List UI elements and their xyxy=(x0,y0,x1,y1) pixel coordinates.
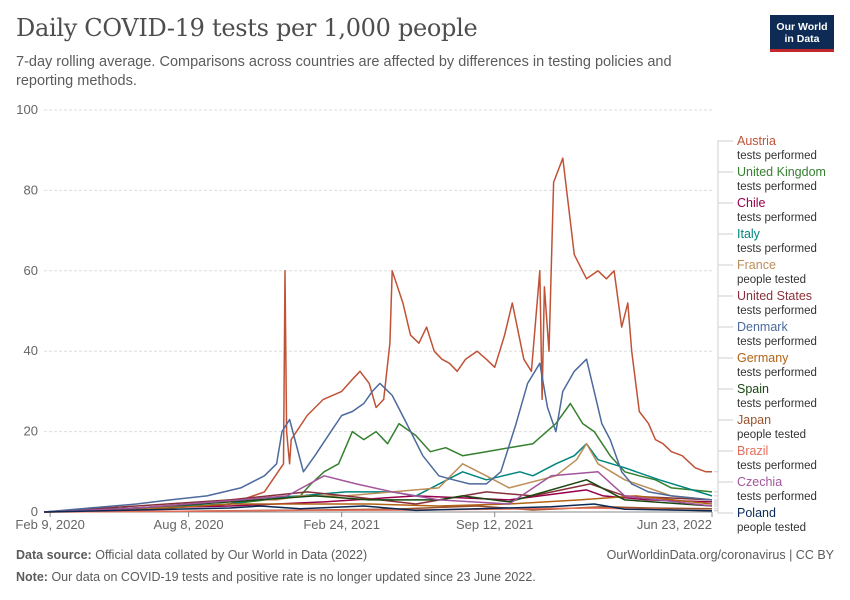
legend-label[interactable]: Germany xyxy=(737,351,789,365)
x-tick-label: Feb 24, 2021 xyxy=(303,517,380,532)
legend-metric: tests performed xyxy=(737,336,817,348)
series-line-brazil[interactable] xyxy=(43,507,713,513)
note: Note: Our data on COVID-19 tests and pos… xyxy=(16,570,536,584)
source-link[interactable]: OurWorldinData.org/coronavirus | CC BY xyxy=(606,548,834,562)
x-tick-label: Sep 12, 2021 xyxy=(456,517,533,532)
legend-metric: tests performed xyxy=(737,212,817,224)
y-tick-label: 60 xyxy=(24,263,38,278)
x-tick-label: Jun 23, 2022 xyxy=(637,517,712,532)
legend-connector xyxy=(714,326,733,501)
x-tick-label: Aug 8, 2020 xyxy=(154,517,224,532)
legend-metric: tests performed xyxy=(737,460,817,472)
line-chart: 0 20 40 60 80 100 Feb 9, 2020 Aug 8, 2020 Feb 24… xyxy=(15,102,826,534)
legend-connector xyxy=(714,510,733,514)
series-line-france[interactable] xyxy=(43,442,713,513)
y-tick-label: 100 xyxy=(16,102,38,117)
legend-metric: tests performed xyxy=(737,150,817,162)
y-tick-label: 0 xyxy=(31,504,38,519)
legend-metric: tests performed xyxy=(737,243,817,255)
legend-metric: people tested xyxy=(737,274,806,286)
legend-metric: people tested xyxy=(737,429,806,441)
legend-metric: people tested xyxy=(737,522,806,534)
legend-label[interactable]: Spain xyxy=(737,382,769,396)
legend-label[interactable]: France xyxy=(737,258,776,272)
legend-metric: tests performed xyxy=(737,398,817,410)
y-tick-label: 40 xyxy=(24,343,38,358)
series-line-united-kingdom[interactable] xyxy=(43,402,713,513)
data-source-label: Data source: xyxy=(16,548,92,562)
legend-connector xyxy=(714,388,733,507)
legend-connector xyxy=(714,202,733,503)
series-line-italy[interactable] xyxy=(43,442,713,513)
logo-line-1: Our World xyxy=(776,21,828,33)
owid-logo[interactable]: Our World in Data xyxy=(770,15,834,52)
legend-label[interactable]: Chile xyxy=(737,196,766,210)
series-line-czechia[interactable] xyxy=(43,471,713,513)
legend-connector xyxy=(714,233,733,497)
x-tick-label: Feb 9, 2020 xyxy=(15,517,84,532)
legend-label[interactable]: Czechia xyxy=(737,475,782,489)
legend-label[interactable]: Poland xyxy=(737,506,776,520)
legend-metric: tests performed xyxy=(737,181,817,193)
legend-label[interactable]: Denmark xyxy=(737,320,788,334)
series-line-denmark[interactable] xyxy=(43,358,713,513)
legend-metric: tests performed xyxy=(737,491,817,503)
legend-connector xyxy=(714,140,733,473)
legend-label[interactable]: United Kingdom xyxy=(737,165,826,179)
legend-metric: tests performed xyxy=(737,367,817,379)
chart-title: Daily COVID-19 tests per 1,000 people xyxy=(16,14,478,42)
chart-subtitle: 7-day rolling average. Comparisons acros… xyxy=(16,54,672,89)
legend-connector xyxy=(714,481,733,507)
note-label: Note: xyxy=(16,570,48,584)
series-line-poland[interactable] xyxy=(43,503,713,513)
series-line-germany[interactable] xyxy=(43,495,713,513)
data-source: Data source: Official data collated by O… xyxy=(16,548,367,562)
legend-connector xyxy=(714,264,733,501)
legend-label[interactable]: Brazil xyxy=(737,444,768,458)
legend-metric: tests performed xyxy=(737,305,817,317)
legend-connector xyxy=(714,171,733,493)
logo-line-2: in Data xyxy=(784,33,820,45)
y-tick-label: 20 xyxy=(24,424,38,439)
legend-label[interactable]: Japan xyxy=(737,413,771,427)
legend-label[interactable]: Austria xyxy=(737,134,776,148)
series-line-austria[interactable] xyxy=(43,157,712,513)
y-tick-label: 80 xyxy=(24,182,38,197)
legend-label[interactable]: United States xyxy=(737,289,812,303)
data-source-text: Official data collated by Our World in D… xyxy=(95,548,368,562)
note-text: Our data on COVID-19 tests and positive … xyxy=(51,570,536,584)
legend-label[interactable]: Italy xyxy=(737,227,761,241)
